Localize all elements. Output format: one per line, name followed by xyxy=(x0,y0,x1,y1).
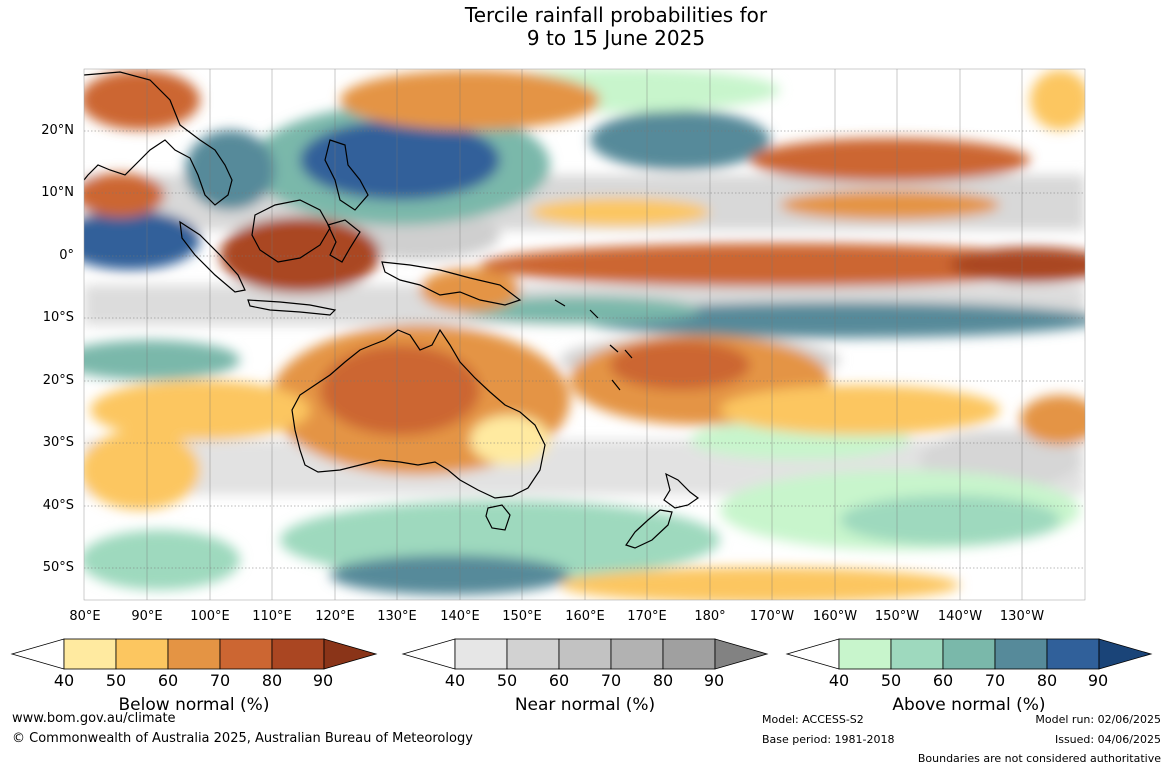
legend-swatch xyxy=(454,638,508,670)
legend-tick: 90 xyxy=(703,671,725,690)
model-run-text: Model run: 02/06/2025 xyxy=(1035,713,1161,726)
lon-label-150w: 150°W xyxy=(874,609,920,624)
below-normal-colorbar xyxy=(10,638,378,670)
issued-text: Issued: 04/06/2025 xyxy=(1054,733,1161,746)
lon-label-170e: 170°E xyxy=(627,609,667,624)
below-normal-title: Below normal (%) xyxy=(118,695,270,715)
lat-label-20s: 20°S xyxy=(42,373,74,388)
legend-extend-high xyxy=(323,638,378,670)
lon-label-140e: 140°E xyxy=(440,609,480,624)
model-text: Model: ACCESS-S2 xyxy=(762,713,864,726)
copyright-text: © Commonwealth of Australia 2025, Austra… xyxy=(12,731,473,746)
legend-extend-low xyxy=(10,638,65,670)
above-normal-colorbar xyxy=(785,638,1153,670)
legend-swatch xyxy=(942,638,996,670)
legend-swatch xyxy=(838,638,892,670)
lon-label-150e: 150°E xyxy=(502,609,542,624)
map-title-line1: Tercile rainfall probabilities for xyxy=(464,3,768,27)
new-zealand-north xyxy=(663,472,700,509)
legend-tick: 40 xyxy=(53,671,75,690)
near-normal-title: Near normal (%) xyxy=(514,695,656,715)
legend-extend-high xyxy=(714,638,769,670)
lon-label-90e: 90°E xyxy=(131,609,163,624)
legend-tick: 70 xyxy=(209,671,231,690)
coastlines xyxy=(84,71,700,549)
sumatra-coastline xyxy=(179,220,246,293)
lat-label-10s: 10°S xyxy=(42,310,74,325)
legend-tick: 40 xyxy=(828,671,850,690)
lon-label-160w: 160°W xyxy=(812,609,858,624)
new-zealand-south xyxy=(625,509,673,549)
lon-label-120e: 120°E xyxy=(315,609,355,624)
lat-label-10n: 10°N xyxy=(41,185,74,200)
southeast-asia-coastline xyxy=(84,71,233,206)
website-link[interactable]: www.bom.gov.au/climate xyxy=(12,711,176,726)
lat-label-50s: 50°S xyxy=(42,560,74,575)
legend-extend-low xyxy=(785,638,840,670)
lat-label-40s: 40°S xyxy=(42,498,74,513)
gridlines xyxy=(84,69,1085,600)
legend-tick: 60 xyxy=(932,671,954,690)
legend-swatch xyxy=(506,638,560,670)
legend-tick: 90 xyxy=(1087,671,1109,690)
lon-label-130w: 130°W xyxy=(999,609,1045,624)
disclaimer-text: Boundaries are not considered authoritat… xyxy=(917,752,1161,765)
legend-swatch xyxy=(63,638,117,670)
legend-tick: 80 xyxy=(1036,671,1058,690)
lon-label-100e: 100°E xyxy=(190,609,230,624)
legend-extend-low xyxy=(401,638,456,670)
lon-label-80e: 80°E xyxy=(69,609,101,624)
new-guinea-coastline xyxy=(381,261,522,306)
legend-tick: 40 xyxy=(444,671,466,690)
lon-label-170w: 170°W xyxy=(749,609,795,624)
legend-swatch xyxy=(167,638,221,670)
lat-label-30s: 30°S xyxy=(42,435,74,450)
legend-swatch xyxy=(1046,638,1100,670)
legend-tick: 80 xyxy=(261,671,283,690)
tasmania-coastline xyxy=(485,504,511,531)
legend-extend-high xyxy=(1098,638,1153,670)
philippines-coastline xyxy=(324,139,369,211)
legend-tick: 60 xyxy=(157,671,179,690)
lon-label-130e: 130°E xyxy=(377,609,417,624)
legend-tick: 90 xyxy=(312,671,334,690)
java-coastline xyxy=(247,299,337,316)
legend-swatch xyxy=(890,638,944,670)
legend-tick: 50 xyxy=(105,671,127,690)
legend-tick: 70 xyxy=(600,671,622,690)
base-period-text: Base period: 1981-2018 xyxy=(762,733,895,746)
lon-label-110e: 110°E xyxy=(252,609,292,624)
legend-swatch xyxy=(271,638,325,670)
legend-swatch xyxy=(558,638,612,670)
lon-label-160e: 160°E xyxy=(565,609,605,624)
sulawesi-coastline xyxy=(327,219,361,263)
australia-coastline xyxy=(291,328,546,499)
legend-swatch xyxy=(219,638,273,670)
legend-tick: 50 xyxy=(496,671,518,690)
legend-tick: 60 xyxy=(548,671,570,690)
legend-swatch xyxy=(994,638,1048,670)
legend-tick: 80 xyxy=(652,671,674,690)
lon-label-180: 180° xyxy=(694,609,726,624)
vanuatu-fiji-islands xyxy=(554,299,633,391)
legend-swatch xyxy=(115,638,169,670)
lon-label-140w: 140°W xyxy=(937,609,983,624)
probability-field xyxy=(84,69,1085,600)
legend-tick: 50 xyxy=(880,671,902,690)
map-title-line2: 9 to 15 June 2025 xyxy=(526,26,706,50)
legend-swatch xyxy=(610,638,664,670)
map-frame xyxy=(83,68,1086,601)
above-normal-title: Above normal (%) xyxy=(892,695,1046,715)
borneo-coastline xyxy=(251,199,331,263)
lat-label-20n: 20°N xyxy=(41,123,74,138)
legend-swatch xyxy=(662,638,716,670)
near-normal-colorbar xyxy=(401,638,769,670)
map-title: Tercile rainfall probabilities for 9 to … xyxy=(0,4,1173,50)
legend-tick: 70 xyxy=(984,671,1006,690)
lat-label-0: 0° xyxy=(59,248,74,263)
